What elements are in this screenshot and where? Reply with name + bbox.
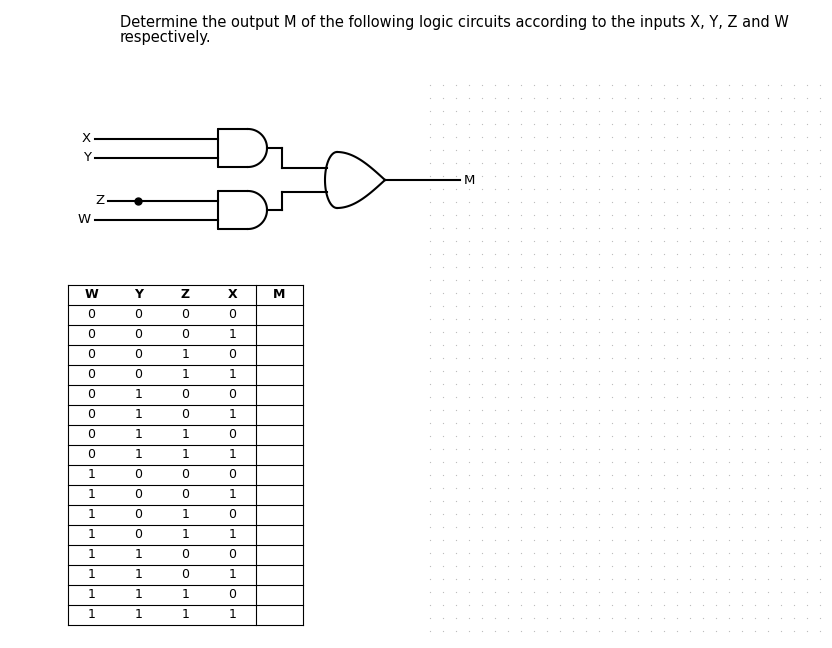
- Text: Y: Y: [134, 288, 143, 301]
- Text: 0: 0: [87, 428, 96, 441]
- Text: 0: 0: [135, 349, 142, 362]
- Text: X: X: [82, 132, 91, 145]
- Text: 0: 0: [135, 308, 142, 321]
- Text: 0: 0: [87, 389, 96, 402]
- Text: 1: 1: [181, 608, 190, 621]
- Text: 1: 1: [135, 588, 142, 601]
- Text: X: X: [228, 288, 237, 301]
- Text: 0: 0: [181, 469, 190, 481]
- Text: 1: 1: [87, 529, 96, 542]
- Text: 0: 0: [135, 329, 142, 341]
- Text: 1: 1: [229, 608, 236, 621]
- Text: 0: 0: [87, 308, 96, 321]
- Text: 1: 1: [87, 489, 96, 502]
- Text: 0: 0: [229, 308, 236, 321]
- Text: 0: 0: [87, 329, 96, 341]
- Text: 0: 0: [181, 568, 190, 581]
- Text: 0: 0: [181, 389, 190, 402]
- Text: 1: 1: [229, 489, 236, 502]
- Text: 0: 0: [229, 469, 236, 481]
- Text: 0: 0: [229, 428, 236, 441]
- Text: M: M: [464, 174, 475, 187]
- Text: 0: 0: [229, 509, 236, 522]
- Text: Y: Y: [83, 151, 91, 164]
- Text: 1: 1: [135, 608, 142, 621]
- Text: Determine the output M of the following logic circuits according to the inputs X: Determine the output M of the following …: [120, 15, 789, 30]
- Text: 1: 1: [135, 428, 142, 441]
- Text: 1: 1: [229, 408, 236, 421]
- Text: 1: 1: [229, 369, 236, 382]
- Text: 1: 1: [181, 448, 190, 461]
- Text: 0: 0: [135, 529, 142, 542]
- Text: Z: Z: [181, 288, 190, 301]
- Text: 1: 1: [87, 509, 96, 522]
- Text: 0: 0: [135, 369, 142, 382]
- Text: 0: 0: [181, 329, 190, 341]
- Text: 1: 1: [135, 568, 142, 581]
- Text: 1: 1: [229, 448, 236, 461]
- Text: 0: 0: [135, 489, 142, 502]
- Text: 0: 0: [229, 588, 236, 601]
- Text: 1: 1: [181, 509, 190, 522]
- Text: 0: 0: [229, 389, 236, 402]
- Text: Z: Z: [95, 194, 104, 207]
- Text: 1: 1: [229, 329, 236, 341]
- Text: 0: 0: [181, 548, 190, 562]
- Text: 0: 0: [87, 448, 96, 461]
- Text: 1: 1: [181, 588, 190, 601]
- Text: 1: 1: [135, 548, 142, 562]
- Text: 1: 1: [181, 529, 190, 542]
- Text: 1: 1: [229, 568, 236, 581]
- Text: 0: 0: [229, 548, 236, 562]
- Text: 1: 1: [87, 548, 96, 562]
- Text: 1: 1: [181, 428, 190, 441]
- Text: M: M: [274, 288, 285, 301]
- Text: 0: 0: [87, 408, 96, 421]
- Text: 1: 1: [181, 369, 190, 382]
- Text: 0: 0: [87, 369, 96, 382]
- Text: 1: 1: [87, 469, 96, 481]
- Text: 0: 0: [135, 469, 142, 481]
- Text: 1: 1: [229, 529, 236, 542]
- Text: 1: 1: [87, 568, 96, 581]
- Text: 1: 1: [87, 608, 96, 621]
- Text: 1: 1: [181, 349, 190, 362]
- Text: 1: 1: [87, 588, 96, 601]
- Text: 0: 0: [87, 349, 96, 362]
- Text: 0: 0: [181, 489, 190, 502]
- Text: 0: 0: [229, 349, 236, 362]
- Text: 0: 0: [135, 509, 142, 522]
- Text: W: W: [78, 213, 91, 226]
- Text: 0: 0: [181, 408, 190, 421]
- Text: 1: 1: [135, 408, 142, 421]
- Text: 1: 1: [135, 448, 142, 461]
- Text: respectively.: respectively.: [120, 30, 211, 45]
- Text: W: W: [85, 288, 98, 301]
- Text: 0: 0: [181, 308, 190, 321]
- Text: 1: 1: [135, 389, 142, 402]
